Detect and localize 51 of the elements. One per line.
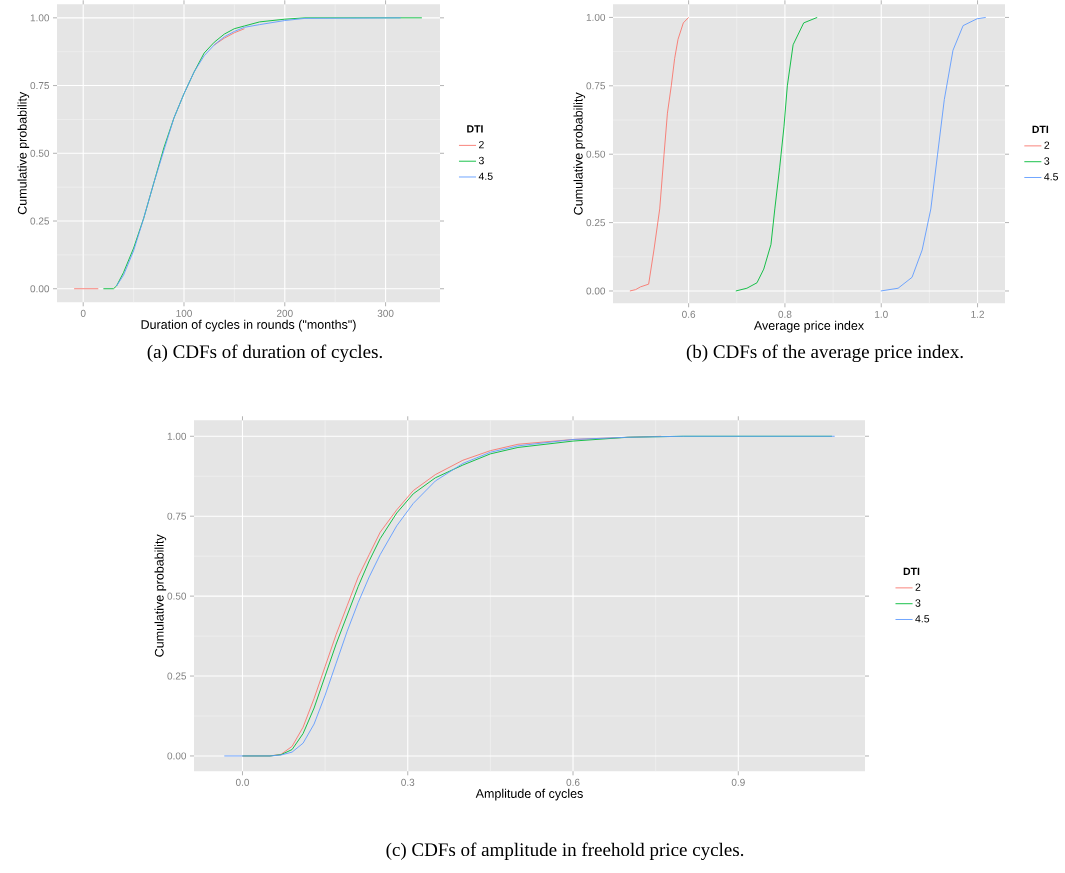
y-tick-label: 0.75: [586, 82, 606, 90]
x-tick-label: 200: [276, 309, 293, 317]
y-tick-label: 0.00: [30, 285, 50, 293]
legend-title: DTI: [1032, 125, 1049, 133]
x-tick-label: 0.8: [778, 310, 792, 318]
x-tick-label: 300: [377, 309, 394, 317]
legend-title: DTI: [467, 125, 483, 133]
y-tick-label: 0.50: [30, 149, 50, 157]
x-axis-title: Duration of cycles in rounds ("months"): [141, 319, 356, 332]
legend-label: 4.5: [915, 615, 930, 623]
y-tick-label: 0.75: [30, 81, 50, 89]
y-tick-label: 0.00: [586, 287, 606, 295]
x-tick-label: 0.6: [566, 778, 580, 786]
legend-label: 2: [915, 583, 921, 591]
y-tick-label: 0.50: [586, 150, 606, 158]
text: (b) CDFs of the average price index.: [686, 344, 963, 362]
y-tick-label: 1.00: [167, 432, 187, 440]
legend-label: 3: [478, 156, 484, 165]
x-tick-label: 0.3: [401, 778, 415, 786]
line-series: [880, 16, 987, 292]
y-tick-label: 1.00: [30, 14, 50, 22]
legend-label: 2: [479, 140, 484, 149]
legend-label: 3: [1044, 157, 1050, 165]
x-tick-label: 1.0: [875, 310, 888, 318]
x-tick-label: 0.9: [731, 778, 745, 786]
x-tick-label: 1.2: [971, 310, 985, 318]
y-axis-title: Cumulative probability: [154, 534, 167, 657]
y-axis-title: Cumulative probability: [573, 92, 586, 215]
legend-title: DTI: [903, 567, 920, 575]
x-tick-label: 0: [80, 309, 86, 317]
y-tick-label: 0.25: [167, 672, 187, 680]
y-axis-title: Cumulative probability: [17, 91, 30, 215]
legend-label: 4.5: [1044, 172, 1059, 181]
y-tick-label: 1.00: [586, 13, 606, 21]
x-axis-title: Amplitude of cycles: [475, 788, 583, 801]
line-series: [735, 16, 818, 292]
legend-label: 2: [1044, 141, 1050, 149]
y-tick-label: 0.00: [167, 752, 187, 760]
legend-label: 4.5: [478, 172, 493, 180]
y-tick-label: 0.25: [586, 218, 606, 226]
x-tick-label: 0.6: [682, 310, 696, 318]
x-tick-label: 0.0: [235, 778, 250, 786]
y-tick-label: 0.50: [167, 592, 187, 600]
line-series: [629, 16, 690, 292]
legend-label: 3: [915, 599, 921, 607]
y-tick-label: 0.75: [167, 512, 187, 520]
y-tick-label: 0.25: [30, 217, 50, 225]
x-tick-label: 100: [176, 309, 192, 317]
text: (a) CDFs of duration of cycles.: [147, 344, 382, 362]
x-axis-title: Average price index: [753, 320, 864, 333]
text: (c) CDFs of amplitude in freehold price cycles.: [386, 842, 744, 860]
